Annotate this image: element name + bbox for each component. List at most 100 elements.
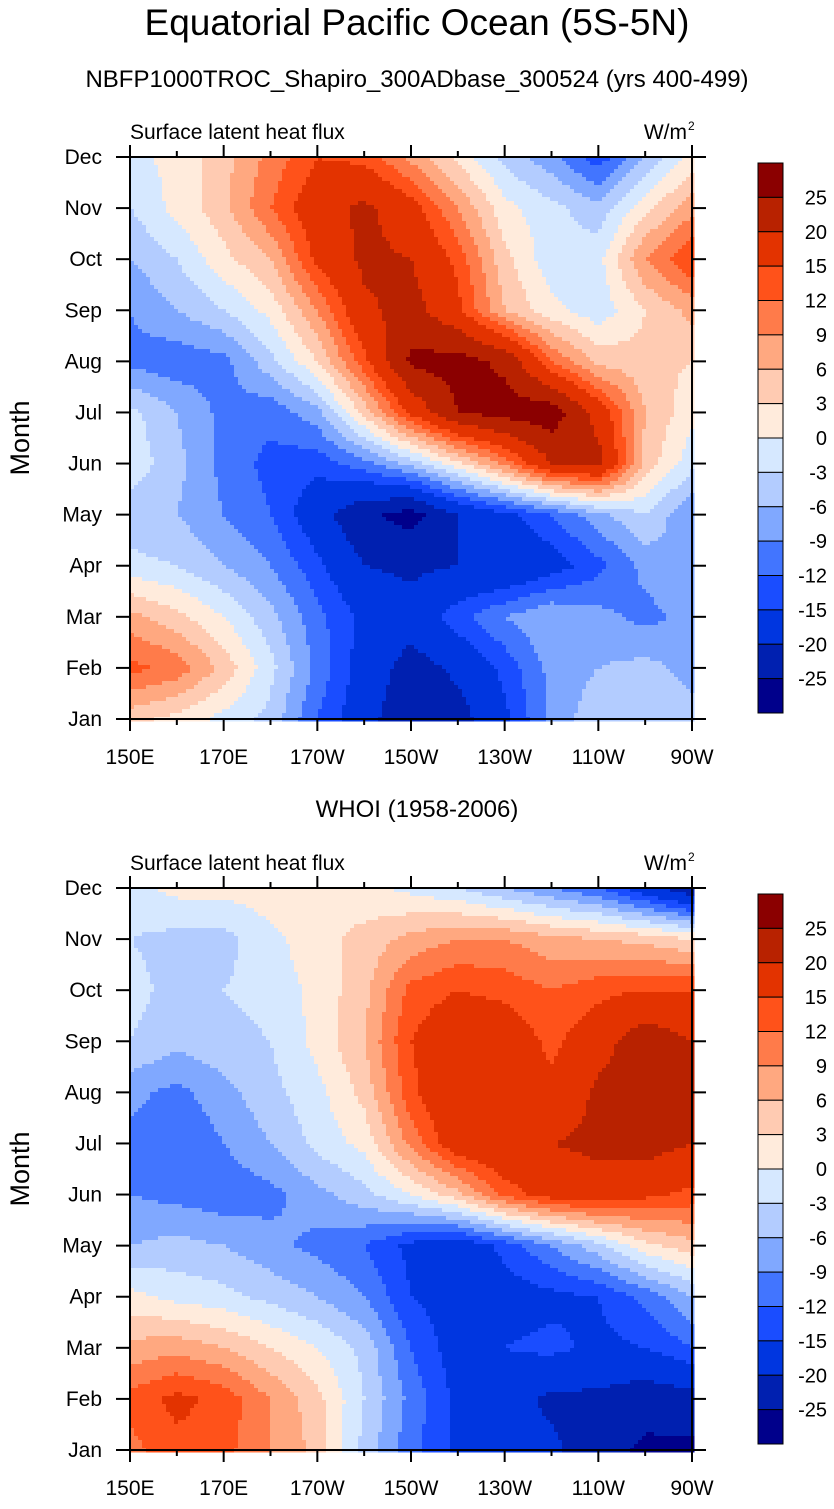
- contour-cell: [482, 217, 487, 222]
- contour-cell: [482, 173, 487, 178]
- contour-cell: [454, 209, 459, 214]
- contour-cell: [578, 229, 583, 234]
- contour-cell: [170, 285, 175, 290]
- contour-cell: [686, 169, 691, 174]
- contour-cell: [606, 261, 611, 266]
- contour-cell: [682, 281, 687, 286]
- contour-cell: [534, 217, 539, 222]
- contour-cell: [666, 233, 671, 238]
- contour-cell: [630, 257, 635, 262]
- contour-cell: [514, 173, 519, 178]
- contour-cell: [458, 169, 463, 174]
- contour-cell: [254, 273, 259, 278]
- contour-cell: [366, 225, 371, 230]
- contour-cell: [454, 293, 459, 298]
- contour-cell: [674, 181, 679, 186]
- contour-cell: [206, 217, 211, 222]
- contour-cell: [610, 265, 615, 270]
- contour-cell: [166, 157, 171, 162]
- contour-cell: [538, 277, 543, 282]
- contour-cell: [162, 217, 167, 222]
- contour-cell: [474, 233, 479, 238]
- contour-cell: [570, 221, 575, 226]
- contour-cell: [458, 177, 463, 182]
- contour-cell: [650, 177, 655, 182]
- contour-cell: [362, 221, 367, 226]
- contour-cell: [474, 257, 479, 262]
- contour-cell: [630, 261, 635, 266]
- contour-cell: [190, 233, 195, 238]
- contour-cell: [178, 269, 183, 274]
- contour-cell: [214, 189, 219, 194]
- contour-cell: [602, 201, 607, 206]
- contour-cell: [426, 161, 431, 166]
- contour-cell: [614, 269, 619, 274]
- contour-cell: [194, 233, 199, 238]
- contour-cell: [214, 245, 219, 250]
- contour-cell: [322, 297, 327, 302]
- contour-cell: [454, 161, 459, 166]
- contour-cell: [218, 201, 223, 206]
- contour-cell: [442, 265, 447, 270]
- contour-cell: [226, 201, 231, 206]
- contour-cell: [354, 181, 359, 186]
- contour-cell: [182, 237, 187, 242]
- contour-cell: [182, 225, 187, 230]
- contour-cell: [398, 161, 403, 166]
- contour-cell: [566, 229, 571, 234]
- contour-cell: [286, 217, 291, 222]
- contour-cell: [170, 273, 175, 278]
- contour-cell: [490, 269, 495, 274]
- contour-cell: [554, 197, 559, 202]
- contour-cell: [418, 289, 423, 294]
- contour-cell: [218, 233, 223, 238]
- contour-cell: [642, 265, 647, 270]
- contour-cell: [658, 245, 663, 250]
- contour-cell: [354, 193, 359, 198]
- contour-cell: [242, 157, 247, 162]
- contour-cell: [170, 233, 175, 238]
- contour-cell: [398, 249, 403, 254]
- contour-cell: [334, 173, 339, 178]
- contour-cell: [190, 265, 195, 270]
- contour-cell: [342, 209, 347, 214]
- contour-cell: [518, 249, 523, 254]
- contour-cell: [246, 269, 251, 274]
- contour-cell: [398, 225, 403, 230]
- contour-cell: [138, 297, 143, 302]
- contour-cell: [306, 245, 311, 250]
- contour-cell: [418, 177, 423, 182]
- contour-cell: [654, 193, 659, 198]
- contour-cell: [502, 173, 507, 178]
- contour-cell: [178, 233, 183, 238]
- contour-cell: [314, 241, 319, 246]
- contour-cell: [146, 197, 151, 202]
- contour-cell: [542, 161, 547, 166]
- contour-cell: [430, 273, 435, 278]
- contour-cell: [490, 289, 495, 294]
- contour-cell: [150, 269, 155, 274]
- contour-cell: [234, 297, 239, 302]
- contour-cell: [598, 181, 603, 186]
- contour-cell: [446, 257, 451, 262]
- contour-cell: [398, 281, 403, 286]
- contour-cell: [382, 273, 387, 278]
- contour-cell: [242, 297, 247, 302]
- contour-cell: [622, 289, 627, 294]
- contour-cell: [194, 237, 199, 242]
- contour-cell: [450, 245, 455, 250]
- contour-cell: [602, 181, 607, 186]
- contour-cell: [386, 265, 391, 270]
- contour-cell: [606, 173, 611, 178]
- contour-cell: [478, 261, 483, 266]
- contour-cell: [162, 269, 167, 274]
- contour-cell: [142, 261, 147, 266]
- contour-cell: [254, 269, 259, 274]
- contour-cell: [458, 245, 463, 250]
- contour-cell: [242, 257, 247, 262]
- contour-cell: [218, 257, 223, 262]
- contour-cell: [598, 293, 603, 298]
- contour-cell: [330, 221, 335, 226]
- contour-cell: [638, 165, 643, 170]
- contour-cell: [218, 161, 223, 166]
